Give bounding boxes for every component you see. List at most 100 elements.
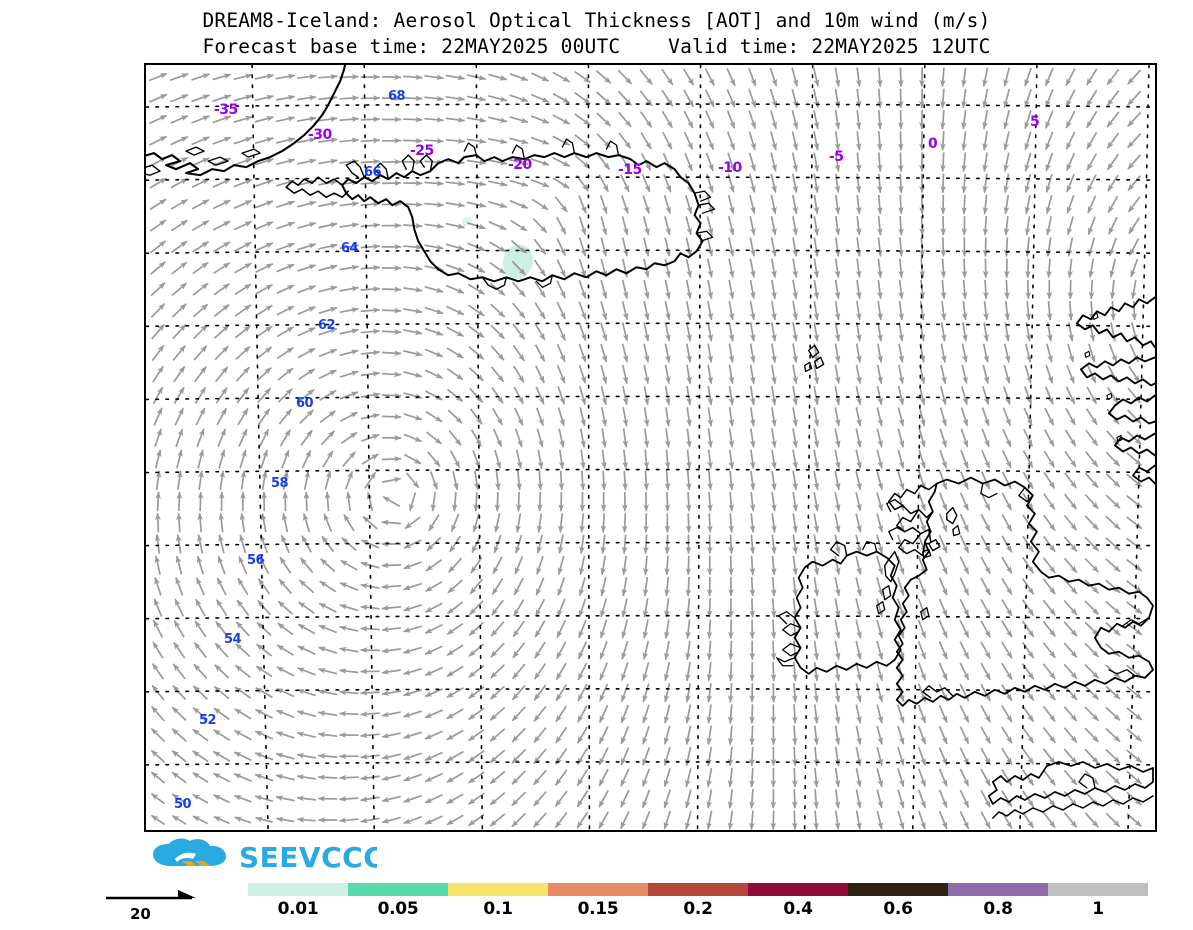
wind-arrow [792, 258, 798, 279]
wind-arrow [621, 237, 629, 257]
wind-arrow [1042, 578, 1056, 595]
wind-arrow [303, 512, 311, 533]
wind-arrow [578, 619, 587, 639]
seevccc-logo[interactable]: SEEVCCC [147, 836, 377, 878]
wind-arrow [749, 746, 755, 767]
wind-arrow [813, 237, 820, 257]
wind-arrow [959, 811, 970, 830]
wind-arrow [876, 152, 883, 173]
wind-arrow [1065, 131, 1076, 150]
wind-arrow [276, 666, 295, 677]
wind-arrow [197, 449, 204, 469]
colorbar-segment-2[interactable] [448, 883, 548, 896]
wind-arrow [275, 687, 295, 698]
map-plot-area[interactable] [144, 63, 1157, 832]
wind-arrow [1021, 705, 1035, 723]
wind-arrow [381, 286, 402, 293]
wind-arrow [446, 347, 464, 359]
wind-arrow [938, 662, 948, 681]
wind-arrow [855, 300, 862, 321]
wind-arrow [150, 814, 166, 826]
wind-arrow [1106, 387, 1119, 404]
wind-arrow [493, 534, 502, 554]
wind-arrow [359, 689, 380, 696]
wind-arrow [513, 577, 524, 596]
wind-arrow [1063, 621, 1078, 637]
wind-arrow [239, 534, 247, 554]
colorbar-segment-7[interactable] [948, 883, 1048, 896]
wind-arrow [317, 774, 338, 781]
wind-arrow [1084, 685, 1100, 701]
wind-arrow [445, 202, 466, 208]
wind-arrow [834, 704, 841, 725]
wind-arrow [339, 307, 360, 314]
wind-arrow [643, 407, 650, 427]
wind-arrow [749, 789, 755, 810]
wind-arrow [275, 774, 295, 781]
wind-arrow [770, 364, 777, 385]
wind-arrow [982, 216, 989, 236]
wind-arrow [1063, 600, 1078, 616]
wind-arrow [792, 534, 798, 555]
wind-arrow [511, 748, 527, 764]
colorbar-segment-4[interactable] [648, 883, 748, 896]
wind-arrow [318, 602, 337, 613]
wind-arrow [213, 815, 230, 825]
wind-arrow [1127, 175, 1141, 192]
wind-arrow [770, 258, 777, 279]
wind-arrow [446, 622, 464, 636]
wind-arrow [622, 449, 628, 470]
colorbar-segment-0[interactable] [248, 883, 348, 896]
wind-arrow [1126, 685, 1143, 700]
wind-arrow [512, 642, 526, 659]
wind-arrow [1128, 217, 1141, 235]
wind-arrow [257, 578, 271, 595]
wind-arrow [727, 810, 734, 830]
wind-arrow [579, 407, 586, 427]
wind-arrow [555, 662, 567, 681]
colorbar-segment-1[interactable] [348, 883, 448, 896]
wind-arrow [403, 539, 422, 549]
wind-arrow [364, 471, 377, 489]
wind-arrow [150, 282, 166, 297]
wind-arrow [1044, 386, 1054, 405]
wind-arrow [748, 131, 756, 151]
wind-arrow [255, 304, 273, 317]
wind-arrow [855, 173, 862, 194]
aot-colorbar[interactable] [248, 883, 1148, 896]
wind-arrow [197, 533, 204, 554]
wind-arrow [213, 729, 231, 741]
colorbar-segment-8[interactable] [1048, 883, 1148, 896]
wind-arrow [727, 746, 734, 767]
wind-arrow [254, 94, 275, 102]
wind-arrow [1126, 452, 1142, 466]
wind-arrow [727, 768, 734, 788]
wind-arrow [792, 407, 798, 427]
wind-arrow [340, 411, 359, 422]
colorbar-segment-3[interactable] [548, 883, 648, 896]
wind-arrow [1110, 322, 1117, 342]
wind-arrow [960, 449, 969, 469]
wind-arrow [898, 258, 904, 279]
wind-arrow [727, 152, 735, 172]
colorbar-segment-5[interactable] [748, 883, 848, 896]
wind-arrow [233, 220, 253, 231]
wind-arrow [643, 301, 650, 321]
wind-arrow [959, 577, 970, 596]
wind-arrow [959, 704, 970, 724]
wind-arrow [834, 67, 841, 88]
wind-arrow [446, 665, 464, 678]
wind-arrow [296, 731, 317, 739]
wind-arrow [834, 598, 841, 618]
wind-arrow [1024, 173, 1032, 194]
wind-arrow [685, 492, 692, 512]
wind-arrow [621, 555, 628, 576]
wind-arrow [340, 431, 358, 445]
wind-arrow [749, 194, 756, 215]
colorbar-segment-6[interactable] [848, 883, 948, 896]
wind-arrow [940, 67, 946, 88]
wind-arrow [515, 513, 522, 533]
wind-arrow [686, 385, 692, 406]
wind-arrow [959, 726, 970, 745]
wind-arrow [296, 710, 316, 718]
